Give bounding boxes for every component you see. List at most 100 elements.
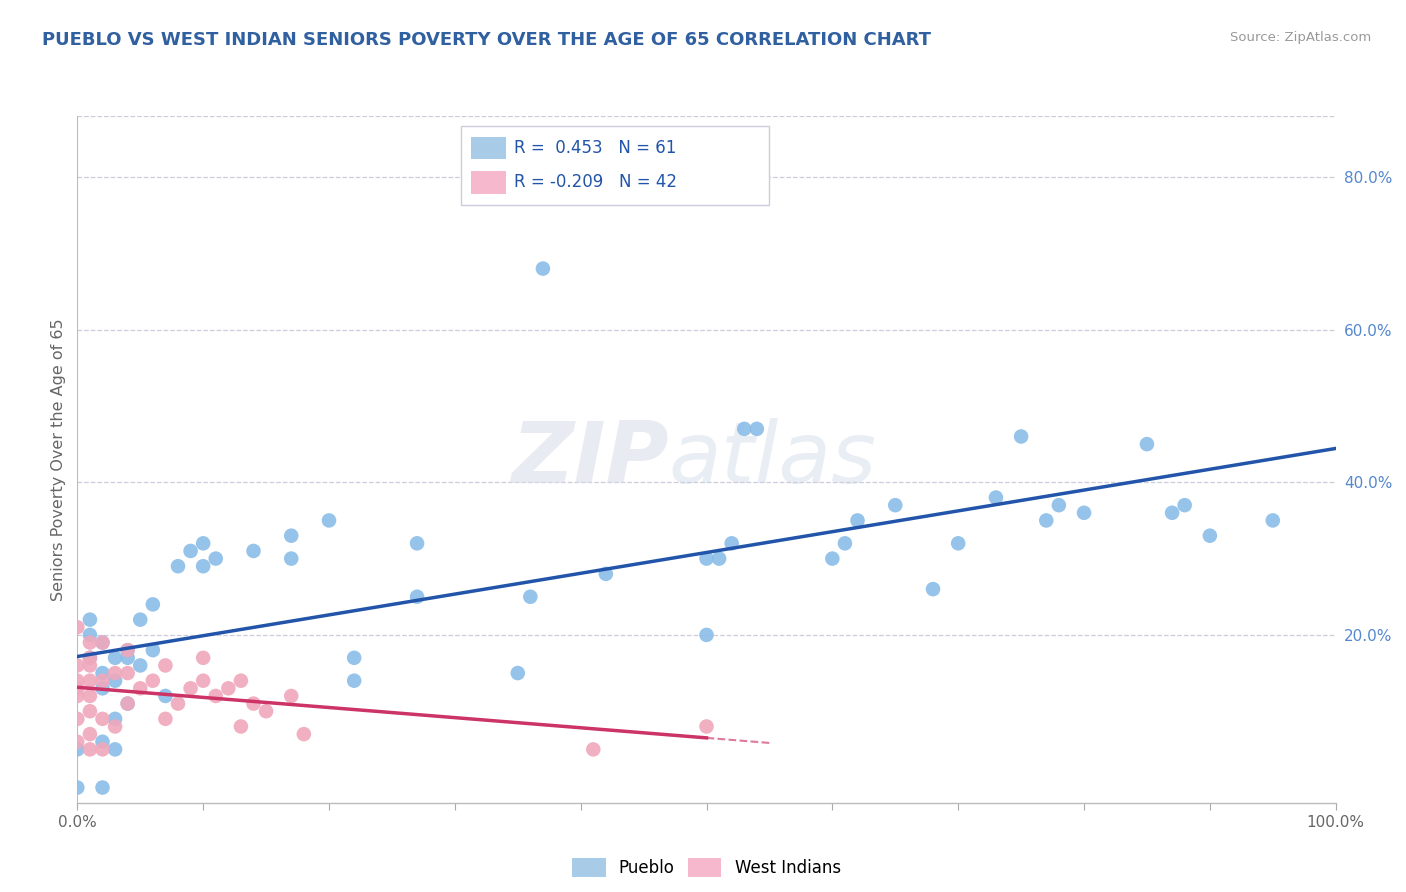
Point xyxy=(79,673,101,688)
Point xyxy=(66,742,89,756)
Point xyxy=(66,620,89,634)
Point xyxy=(91,681,114,696)
Point xyxy=(1136,437,1159,451)
Point xyxy=(922,582,945,596)
Point xyxy=(66,780,89,795)
Point xyxy=(229,673,252,688)
Point xyxy=(117,697,139,711)
Text: PUEBLO VS WEST INDIAN SENIORS POVERTY OVER THE AGE OF 65 CORRELATION CHART: PUEBLO VS WEST INDIAN SENIORS POVERTY OV… xyxy=(42,31,931,49)
Point xyxy=(254,704,277,718)
Point xyxy=(180,544,202,558)
Point xyxy=(142,643,165,657)
Point xyxy=(79,727,101,741)
Point xyxy=(155,712,177,726)
Text: ZIP: ZIP xyxy=(512,417,669,501)
Point xyxy=(720,536,742,550)
Point xyxy=(229,719,252,733)
Point xyxy=(104,742,127,756)
Point xyxy=(79,742,101,756)
Point xyxy=(1261,513,1284,527)
Point xyxy=(292,727,315,741)
Point xyxy=(696,551,718,566)
Point xyxy=(167,697,190,711)
Point xyxy=(280,529,302,543)
Point xyxy=(1174,498,1197,512)
Point xyxy=(191,673,215,688)
Point xyxy=(66,735,89,749)
Point xyxy=(142,598,165,612)
Point xyxy=(280,551,302,566)
Point xyxy=(242,697,264,711)
Point xyxy=(129,658,152,673)
Point xyxy=(519,590,541,604)
Point xyxy=(91,742,114,756)
Legend: Pueblo, West Indians: Pueblo, West Indians xyxy=(565,851,848,884)
Point xyxy=(79,689,101,703)
Point xyxy=(318,513,340,527)
Point xyxy=(191,559,215,574)
Point xyxy=(91,780,114,795)
Point xyxy=(1073,506,1095,520)
Point xyxy=(79,613,101,627)
Point xyxy=(821,551,844,566)
Point xyxy=(884,498,907,512)
Point xyxy=(745,422,768,436)
Point xyxy=(91,635,114,649)
Point xyxy=(104,719,127,733)
Point xyxy=(406,590,429,604)
Point xyxy=(117,666,139,681)
Point xyxy=(117,643,139,657)
Text: Source: ZipAtlas.com: Source: ZipAtlas.com xyxy=(1230,31,1371,45)
Point xyxy=(66,712,89,726)
Text: R = -0.209   N = 42: R = -0.209 N = 42 xyxy=(515,173,676,191)
Point xyxy=(104,673,127,688)
Point xyxy=(191,536,215,550)
Point xyxy=(104,666,127,681)
Point xyxy=(117,650,139,665)
Point xyxy=(506,666,529,681)
Point xyxy=(66,689,89,703)
Point xyxy=(531,261,554,276)
Point xyxy=(117,697,139,711)
Point xyxy=(707,551,730,566)
Point xyxy=(1161,506,1184,520)
Point xyxy=(104,712,127,726)
Point xyxy=(79,650,101,665)
Point xyxy=(91,712,114,726)
Point xyxy=(280,689,302,703)
Point xyxy=(155,689,177,703)
Point xyxy=(204,689,226,703)
Point xyxy=(79,628,101,642)
Point xyxy=(66,658,89,673)
Point xyxy=(1199,529,1222,543)
Bar xyxy=(471,171,506,194)
Point xyxy=(91,735,114,749)
Point xyxy=(343,673,366,688)
Point xyxy=(733,422,755,436)
Bar xyxy=(471,136,506,160)
Point xyxy=(91,635,114,649)
Point xyxy=(406,536,429,550)
Point xyxy=(846,513,869,527)
Point xyxy=(595,566,617,581)
Point xyxy=(204,551,226,566)
Point xyxy=(155,658,177,673)
Point xyxy=(948,536,970,550)
Point xyxy=(142,673,165,688)
Point xyxy=(79,704,101,718)
Point xyxy=(129,681,152,696)
Point xyxy=(1010,429,1032,443)
Point xyxy=(117,643,139,657)
Point xyxy=(91,673,114,688)
Point xyxy=(696,628,718,642)
FancyBboxPatch shape xyxy=(461,127,769,205)
Point xyxy=(1047,498,1070,512)
Point xyxy=(104,650,127,665)
Point xyxy=(1035,513,1057,527)
Point xyxy=(984,491,1007,505)
Y-axis label: Seniors Poverty Over the Age of 65: Seniors Poverty Over the Age of 65 xyxy=(51,318,66,600)
Point xyxy=(66,681,89,696)
Point xyxy=(79,650,101,665)
Point xyxy=(242,544,264,558)
Text: atlas: atlas xyxy=(669,417,877,501)
